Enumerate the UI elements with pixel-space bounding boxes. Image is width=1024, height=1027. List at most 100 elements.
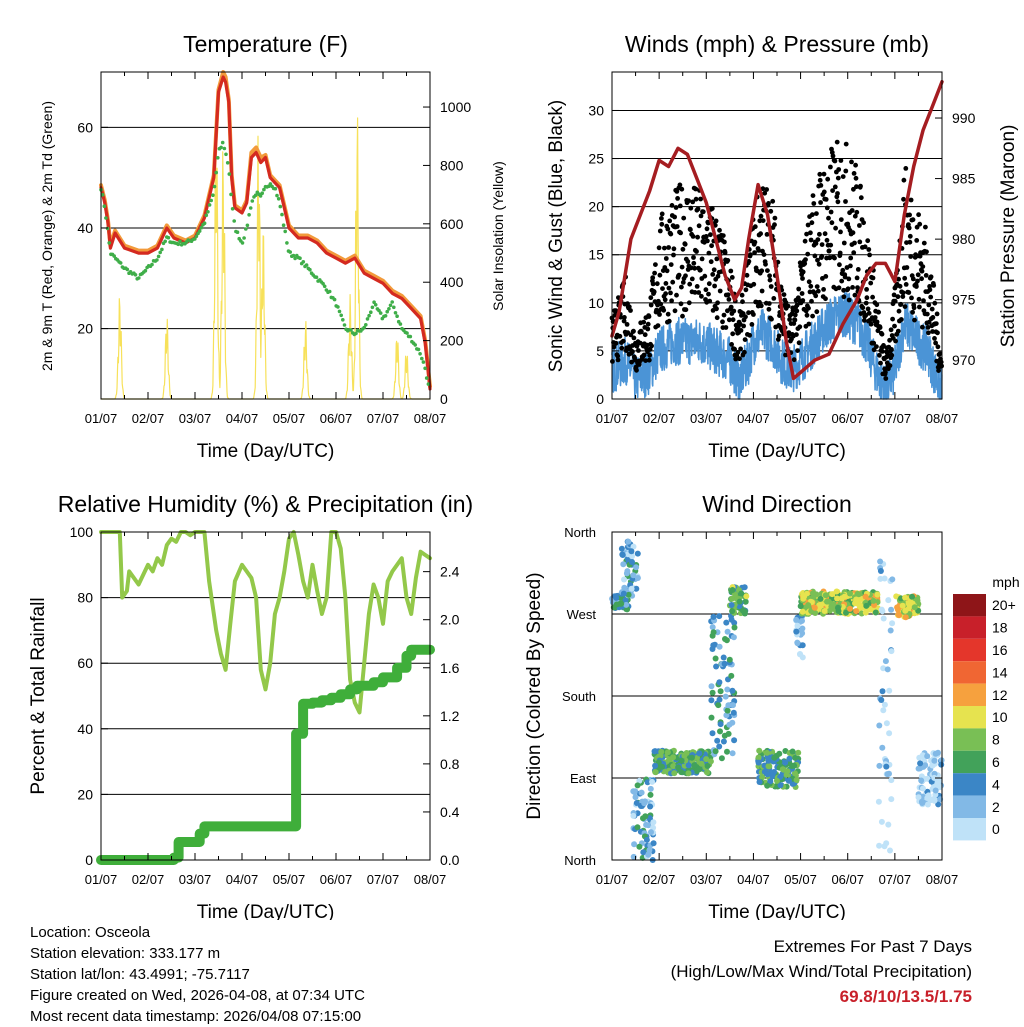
gust-point	[699, 256, 705, 262]
direction-point	[652, 762, 659, 769]
gust-point	[897, 283, 903, 289]
dewpoint-point	[387, 307, 391, 311]
colorbar-swatch	[953, 773, 986, 796]
dewpoint-point	[242, 236, 246, 240]
gust-point	[690, 234, 696, 239]
x-tick-label: 07/07	[367, 411, 400, 426]
direction-point	[709, 646, 716, 652]
gust-point	[792, 317, 798, 323]
x-tick-label: 07/07	[879, 872, 912, 887]
y2-tick-label: 975	[952, 292, 976, 308]
direction-point	[876, 722, 883, 729]
direction-point	[885, 821, 892, 828]
direction-point	[918, 777, 925, 784]
direction-point	[729, 595, 735, 602]
station-location: Location: Osceola	[30, 924, 151, 941]
direction-point	[882, 658, 889, 665]
gust-point	[835, 191, 840, 196]
direction-point	[817, 595, 824, 602]
dewpoint-point	[245, 223, 250, 228]
x-tick-label: 05/07	[273, 872, 306, 887]
direction-point	[887, 847, 893, 854]
gust-point	[748, 252, 753, 258]
gust-point	[902, 304, 908, 309]
direction-point	[625, 591, 632, 598]
gust-point	[637, 340, 643, 346]
direction-point	[729, 750, 736, 757]
gust-point	[678, 230, 683, 236]
gust-point	[930, 315, 936, 320]
direction-point	[619, 552, 626, 558]
colorbar-label: 18	[992, 620, 1008, 636]
dewpoint-point	[405, 331, 409, 335]
direction-point	[877, 558, 884, 565]
x-tick-label: 04/07	[737, 872, 770, 887]
gust-point	[803, 257, 808, 262]
gust-point	[834, 139, 840, 145]
direction-point	[854, 590, 861, 597]
gust-point	[795, 348, 800, 353]
direction-point	[620, 590, 627, 597]
gust-point	[630, 349, 635, 355]
gust-point	[865, 306, 871, 312]
gust-point	[756, 248, 762, 253]
dewpoint-point	[163, 239, 167, 244]
gust-point	[783, 300, 789, 305]
gust-point	[832, 255, 837, 261]
dewpoint-point	[373, 303, 378, 307]
direction-point	[643, 836, 650, 843]
direction-point	[911, 604, 918, 611]
gust-point	[809, 298, 814, 304]
direction-point	[730, 709, 737, 716]
colorbar-swatch	[953, 616, 986, 639]
y-tick-label: 10	[588, 295, 604, 311]
direction-point	[847, 605, 853, 612]
gust-point	[927, 287, 933, 293]
gust-point	[900, 294, 906, 299]
gust-point	[936, 368, 941, 373]
gust-point	[705, 238, 710, 244]
gust-point	[752, 224, 758, 230]
gust-point	[672, 308, 678, 314]
direction-point	[800, 595, 807, 602]
gust-point	[814, 284, 820, 289]
direction-point	[880, 665, 887, 672]
dewpoint-point	[283, 229, 288, 234]
gust-point	[896, 308, 902, 314]
dewpoint-point	[166, 235, 171, 240]
gust-point	[858, 195, 864, 201]
gust-point	[874, 302, 880, 308]
colorbar-swatch	[953, 728, 986, 751]
humidity-chart: 0 20 40 60 80 100 0.0 0.4 0.8 1.2 1.6 2.0 2.4 01/07 02…	[28, 491, 473, 920]
gust-point	[908, 197, 914, 203]
direction-point	[793, 777, 800, 783]
gust-point	[925, 325, 931, 330]
direction-point	[647, 785, 654, 792]
direction-point	[671, 770, 678, 777]
gust-point	[762, 190, 768, 196]
direction-point	[888, 777, 895, 784]
extremes-values: 69.8/10/13.5/1.75	[839, 987, 972, 1006]
direction-point	[718, 755, 725, 762]
gust-point	[877, 352, 882, 358]
direction-point	[915, 794, 922, 801]
gust-point	[674, 292, 679, 298]
dewpoint-point	[378, 311, 383, 315]
gust-point	[617, 333, 623, 339]
x-tick-label: 07/07	[367, 872, 400, 887]
gust-point	[653, 262, 658, 267]
colorbar-label: 20+	[992, 597, 1016, 613]
gust-point	[717, 227, 722, 233]
gust-point	[752, 239, 758, 245]
direction-point	[620, 561, 627, 568]
direction-point	[889, 576, 896, 583]
dewpoint-point	[199, 225, 204, 230]
dewpoint-point	[337, 309, 342, 314]
y2-tick-label: 600	[440, 216, 464, 232]
gust-point	[901, 177, 907, 183]
gust-point	[883, 369, 888, 375]
gust-point	[850, 230, 856, 236]
direction-point	[833, 588, 840, 595]
dewpoint-point	[207, 203, 212, 207]
dewpoint-point	[367, 313, 371, 318]
